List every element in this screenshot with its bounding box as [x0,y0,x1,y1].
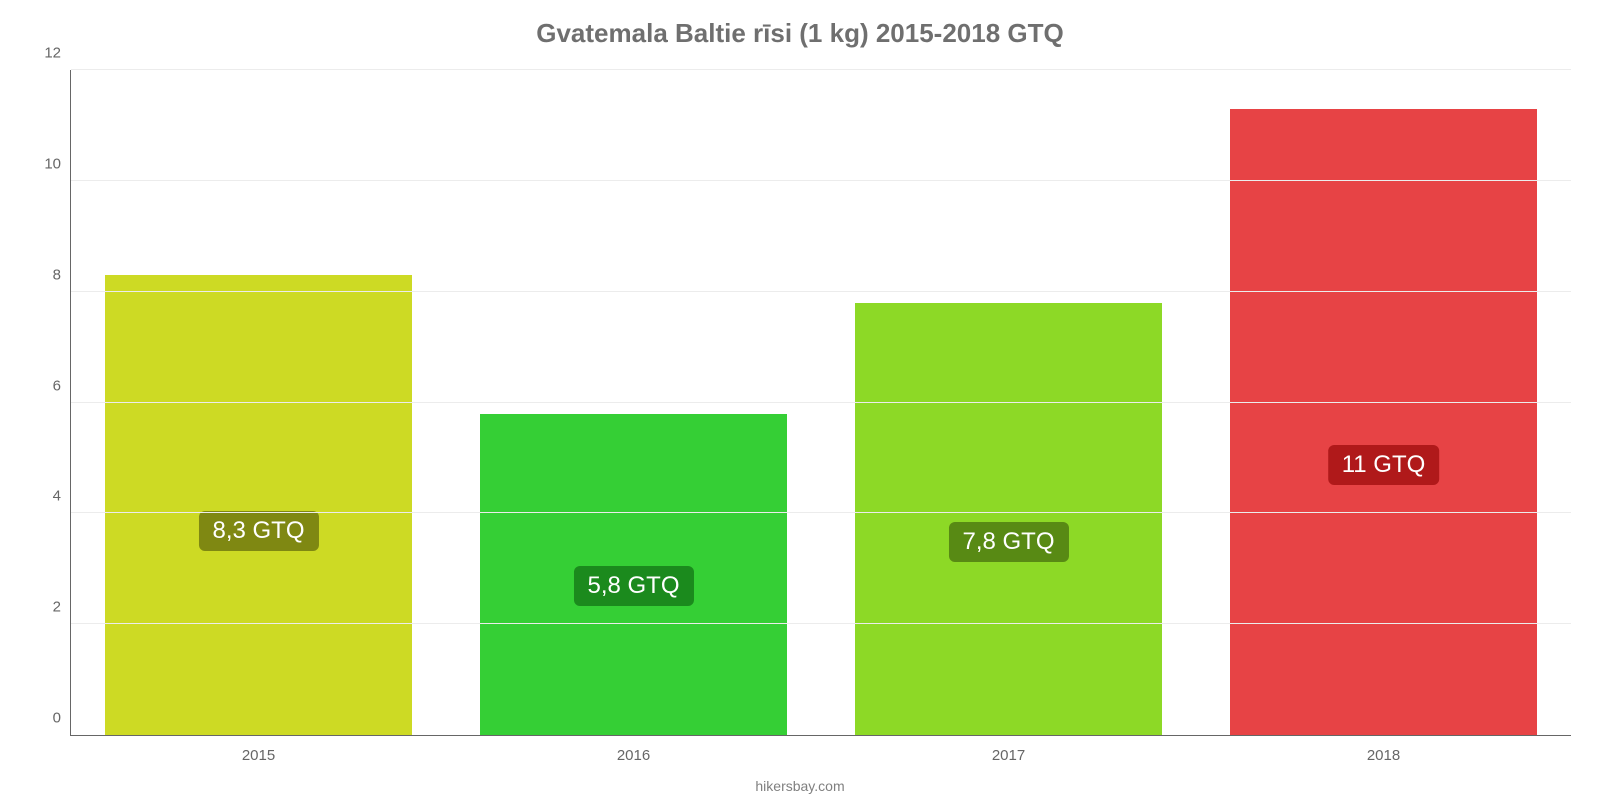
value-badge: 11 GTQ [1328,445,1440,485]
bar: 11 GTQ [1230,109,1538,735]
gridline [71,69,1571,70]
gridline [71,623,1571,624]
bar: 5,8 GTQ [480,414,788,735]
ytick-label: 8 [53,266,71,283]
ytick-label: 4 [53,488,71,505]
xtick-label: 2017 [992,735,1025,764]
ytick-label: 0 [53,710,71,727]
bars-container: 8,3 GTQ20155,8 GTQ20167,8 GTQ201711 GTQ2… [71,70,1571,735]
xtick-label: 2015 [242,735,275,764]
chart-title: Gvatemala Baltie rīsi (1 kg) 2015-2018 G… [0,18,1600,49]
value-badge: 8,3 GTQ [198,511,318,551]
gridline [71,291,1571,292]
bar-slot: 8,3 GTQ2015 [71,70,446,735]
bar-slot: 7,8 GTQ2017 [821,70,1196,735]
bar: 7,8 GTQ [855,303,1163,735]
value-badge: 7,8 GTQ [948,522,1068,562]
ytick-label: 2 [53,599,71,616]
bar-chart: Gvatemala Baltie rīsi (1 kg) 2015-2018 G… [0,0,1600,800]
bar-slot: 11 GTQ2018 [1196,70,1571,735]
value-badge: 5,8 GTQ [573,566,693,606]
ytick-label: 12 [44,45,71,62]
attribution-text: hikersbay.com [0,778,1600,794]
gridline [71,512,1571,513]
ytick-label: 10 [44,155,71,172]
bar-slot: 5,8 GTQ2016 [446,70,821,735]
ytick-label: 6 [53,377,71,394]
xtick-label: 2018 [1367,735,1400,764]
gridline [71,180,1571,181]
plot-area: 8,3 GTQ20155,8 GTQ20167,8 GTQ201711 GTQ2… [70,70,1571,736]
gridline [71,402,1571,403]
bar: 8,3 GTQ [105,275,413,735]
xtick-label: 2016 [617,735,650,764]
